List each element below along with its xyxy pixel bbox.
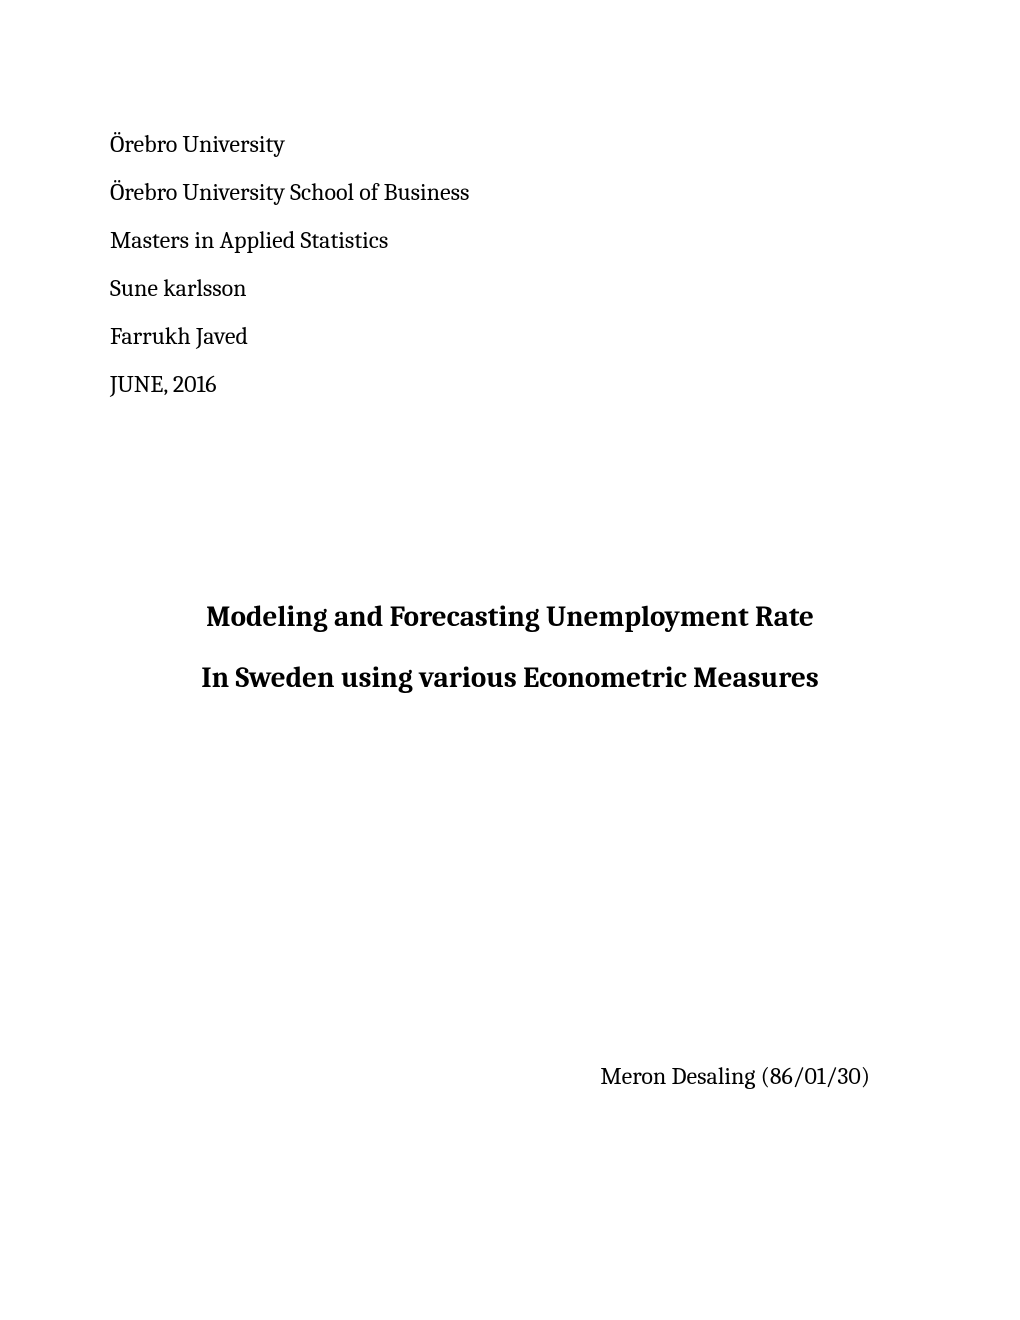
page-container: Örebro University Örebro University Scho… (0, 0, 1020, 1320)
header-block: Örebro University Örebro University Scho… (110, 120, 910, 408)
title-line-1: Modeling and Forecasting Unemployment Ra… (140, 588, 880, 649)
supervisor-2: Farrukh Javed (110, 312, 910, 360)
date: JUNE, 2016 (110, 360, 910, 408)
author-block: Meron Desaling (86/01/30) (600, 1062, 870, 1090)
title-block: Modeling and Forecasting Unemployment Ra… (110, 588, 910, 710)
school-name: Örebro University School of Business (110, 168, 910, 216)
program-name: Masters in Applied Statistics (110, 216, 910, 264)
university-name: Örebro University (110, 120, 910, 168)
supervisor-1: Sune karlsson (110, 264, 910, 312)
title-line-2: In Sweden using various Econometric Meas… (140, 649, 880, 710)
author-name: Meron Desaling (86/01/30) (600, 1062, 870, 1090)
